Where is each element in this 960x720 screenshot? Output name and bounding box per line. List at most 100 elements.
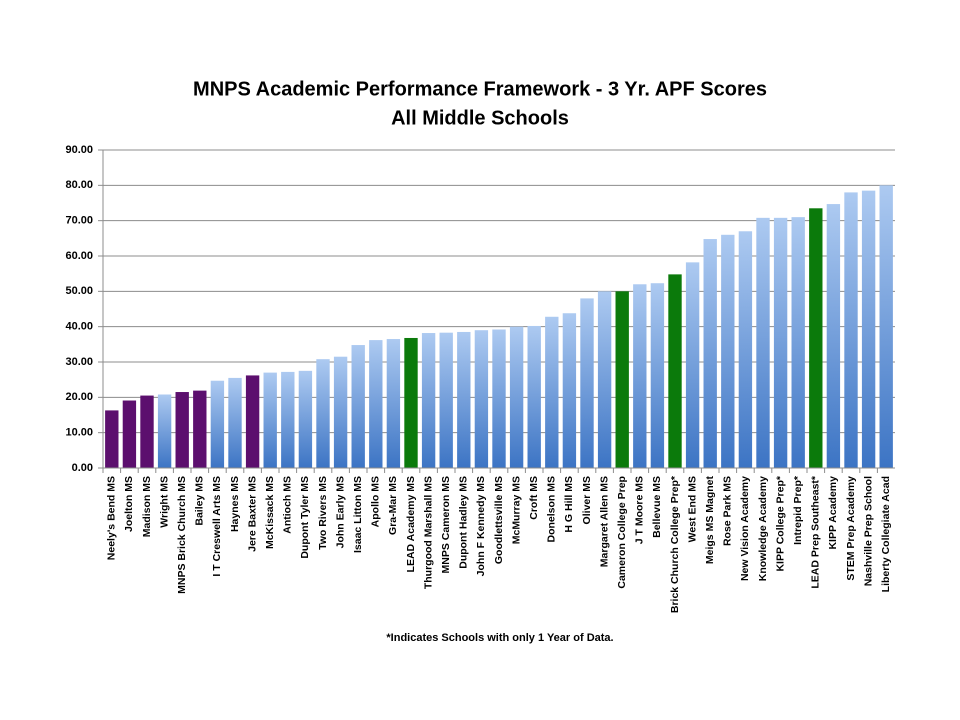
bar [562,313,577,468]
bar [668,274,682,468]
bar [122,400,137,468]
bar [721,234,735,468]
bar [369,340,383,468]
x-tick-label: Liberty Collegiate Acad [880,476,892,592]
x-tick-label: Croft MS [528,476,540,520]
x-tick-label: Neely's Bend MS [106,476,118,560]
bar [228,377,242,468]
chart-subtitle: All Middle Schools [391,107,569,129]
x-tick-label: MNPS Cameron MS [440,476,452,573]
x-tick-label: Goodlettsville MS [493,476,505,564]
y-tick-label: 0.00 [72,462,93,474]
x-tick-label: Jere Baxter MS [246,476,258,552]
y-tick-label: 10.00 [65,427,93,439]
bar [105,410,119,468]
x-tick-label: J T Moore MS [634,476,646,544]
bar [298,370,313,468]
bar [861,190,876,468]
x-tick-label: Apollo MS [370,476,382,527]
x-tick-label: Dupont Hadley MS [458,476,470,569]
bar [756,217,770,468]
bar [439,332,453,468]
x-tick-label: Isaac Litton MS [352,476,364,553]
bar [791,217,805,468]
x-tick-label: Antioch MS [282,476,294,534]
x-tick-label: MNPS Brick Church MS [176,476,188,594]
bar [175,392,189,468]
bar [157,394,172,468]
x-tick-label: Two Rivers MS [317,476,329,550]
x-tick-label: Rose Park MS [722,476,734,546]
bar [809,208,823,469]
bar [281,371,295,468]
x-tick-label: Madison MS [141,476,153,537]
y-tick-label: 30.00 [65,356,93,368]
x-tick-label: Cameron College Prep [616,476,628,589]
y-tick-label: 20.00 [65,391,93,403]
bar [404,337,418,468]
bar [421,333,436,468]
x-tick-label: Brick Church College Prep* [669,475,681,613]
y-tick-label: 70.00 [65,215,93,227]
x-tick-label: I T Creswell Arts MS [211,476,223,577]
x-tick-label: John F Kennedy MS [475,476,487,576]
x-tick-label: Meigs MS Magnet [704,475,716,564]
x-tick-label: Haynes MS [229,476,241,532]
bar [474,330,489,468]
y-tick-label: 90.00 [65,144,93,156]
bar [844,192,858,468]
x-tick-label: McKissack MS [264,476,276,549]
y-tick-label: 80.00 [65,179,93,191]
x-tick-label: KIPP College Prep* [774,475,786,571]
x-tick-label: LEAD Academy MS [405,476,417,572]
bar [333,356,348,468]
x-tick-label: KIPP Academy [827,476,839,550]
bar [316,359,330,468]
x-tick-label: Intrepid Prep* [792,475,804,545]
bar [263,372,277,468]
x-tick-label: Dupont Tyler MS [299,476,311,559]
bar [193,390,207,468]
x-tick-label: Thurgood Marshall MS [422,476,434,589]
bar [545,316,559,468]
x-tick-label: H G Hill MS [563,476,575,533]
bar [773,217,788,468]
footnote: *Indicates Schools with only 1 Year of D… [386,632,613,644]
x-tick-label: Bailey MS [194,476,206,526]
x-tick-label: Oliver MS [581,476,593,524]
x-tick-label: Margaret Allen MS [598,476,610,567]
bar [509,326,524,468]
bar [703,239,717,468]
x-tick-label: New Vision Academy [739,476,751,581]
bar [245,375,260,468]
x-tick-label: STEM Prep Academy [845,476,857,581]
bar [457,331,471,468]
bar [879,185,893,469]
bar [650,283,665,468]
y-tick-label: 50.00 [65,285,93,297]
bar [580,298,594,468]
bar [597,291,612,468]
bar [615,291,629,468]
bar [826,204,841,468]
x-tick-label: Knowledge Academy [757,476,769,581]
bar [738,231,753,468]
y-tick-label: 60.00 [65,250,93,262]
x-tick-label: LEAD Prep Southeast* [810,475,822,589]
bar [351,345,365,468]
x-tick-label: Nashville Prep School [862,476,874,586]
x-tick-label: John Early MS [334,476,346,548]
x-tick-label: West End MS [686,476,698,542]
x-tick-label: Bellevue MS [651,476,663,538]
bar [633,284,647,468]
bar [386,339,401,468]
chart-title: MNPS Academic Performance Framework - 3 … [193,78,767,100]
y-tick-label: 40.00 [65,321,93,333]
bar [140,395,154,468]
bar [210,380,225,468]
x-tick-label: McMurray MS [510,476,522,544]
x-tick-label: Wright MS [158,476,170,528]
x-tick-label: Gra-Mar MS [387,476,399,535]
x-tick-label: Donelson MS [546,476,558,543]
